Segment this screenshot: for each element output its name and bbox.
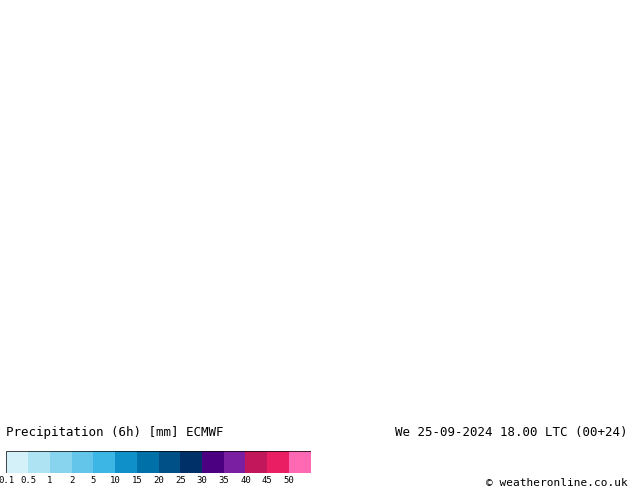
Bar [50, 451, 72, 473]
Text: 10: 10 [110, 476, 120, 485]
Text: 5: 5 [91, 476, 96, 485]
Text: 15: 15 [131, 476, 142, 485]
Text: We 25-09-2024 18.00 LTC (00+24): We 25-09-2024 18.00 LTC (00+24) [395, 425, 628, 439]
Text: Precipitation (6h) [mm] ECMWF: Precipitation (6h) [mm] ECMWF [6, 425, 224, 439]
Text: 1: 1 [47, 476, 53, 485]
Text: 20: 20 [153, 476, 164, 485]
Bar [224, 451, 245, 473]
Text: 2: 2 [69, 476, 74, 485]
Bar [202, 451, 224, 473]
Bar [289, 451, 311, 473]
Bar [267, 451, 289, 473]
Bar [72, 451, 93, 473]
Bar [115, 451, 137, 473]
Bar [158, 451, 180, 473]
Text: 40: 40 [240, 476, 251, 485]
Text: 50: 50 [283, 476, 294, 485]
Bar [93, 451, 115, 473]
Bar [137, 451, 158, 473]
Text: 0.5: 0.5 [20, 476, 36, 485]
Bar [6, 451, 28, 473]
Text: 0.1: 0.1 [0, 476, 15, 485]
Text: 25: 25 [175, 476, 186, 485]
Text: 35: 35 [218, 476, 229, 485]
Bar [180, 451, 202, 473]
Bar [245, 451, 267, 473]
Text: 45: 45 [262, 476, 273, 485]
Text: © weatheronline.co.uk: © weatheronline.co.uk [486, 478, 628, 488]
Text: 30: 30 [197, 476, 207, 485]
Bar [28, 451, 50, 473]
